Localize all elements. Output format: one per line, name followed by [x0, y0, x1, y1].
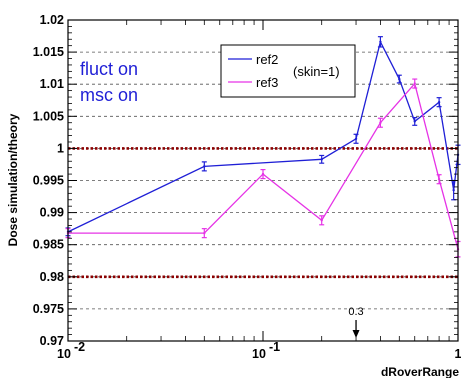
data-point [203, 165, 206, 168]
x-axis-title: dRoverRange [381, 365, 459, 378]
data-point [203, 231, 206, 235]
legend: ref2 ref3 (skin=1) [220, 44, 356, 98]
data-point [379, 121, 382, 124]
data-point [354, 137, 358, 140]
threshold-marker: 0.3 [348, 306, 364, 338]
y-tick-label: 1.005 [33, 109, 64, 123]
data-point [379, 40, 382, 44]
y-tick-label: 1 [57, 141, 64, 155]
reference-lines [68, 147, 458, 279]
data-point [320, 219, 323, 222]
marker-label: 0.3 [348, 306, 363, 318]
legend-note: (skin=1) [293, 64, 340, 79]
y-tick-label: 1.015 [33, 45, 64, 59]
x-tick-exponent: -1 [269, 340, 280, 354]
x-tick-label: 10 [252, 347, 266, 361]
legend-box [220, 44, 356, 98]
x-tick-label: 10 [57, 347, 71, 361]
annotation-fluct-on: fluct on [80, 59, 138, 79]
series-line-ref3 [68, 82, 459, 250]
legend-label-ref3: ref3 [256, 75, 278, 90]
series-line-ref2 [67, 39, 459, 233]
marker-arrow-head [352, 330, 360, 338]
x-tick-exponent: -2 [74, 340, 85, 354]
y-tick-label: 0.98 [40, 270, 64, 284]
data-point [398, 77, 401, 81]
y-tick-label: 0.985 [33, 238, 64, 252]
y-tick-label: 0.975 [33, 302, 64, 316]
annotation-msc-on: msc on [80, 85, 138, 105]
data-point [261, 172, 265, 176]
x-axis: 10 -2 10 -1 1 [57, 20, 461, 361]
data-point [320, 158, 323, 161]
y-tick-label: 0.97 [40, 334, 64, 348]
data-point [452, 188, 455, 192]
y-axis-title: Dose simulation/theory [6, 113, 20, 246]
x-tick-label: 1 [455, 347, 461, 361]
legend-label-ref2: ref2 [256, 52, 278, 67]
data-point [413, 120, 416, 123]
y-axis: 0.97 0.975 0.98 0.985 0.99 0.995 1 1.005 1.01 1.0… [33, 13, 458, 348]
data-point [437, 178, 441, 181]
y-tick-label: 1.02 [40, 13, 64, 27]
y-tick-label: 0.99 [40, 206, 64, 220]
data-point [437, 100, 441, 104]
data-point [413, 82, 416, 85]
y-tick-label: 1.01 [40, 77, 64, 91]
y-tick-label: 0.995 [33, 174, 64, 188]
